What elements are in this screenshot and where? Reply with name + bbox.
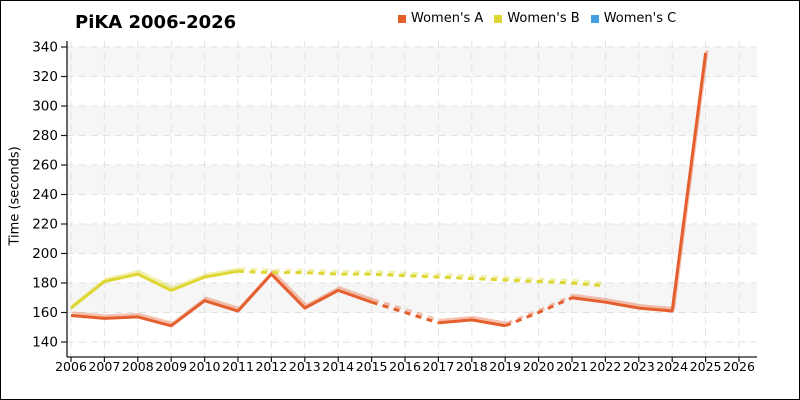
svg-text:2006: 2006 [55,359,87,374]
svg-text:2013: 2013 [289,359,321,374]
svg-text:260: 260 [32,158,58,174]
svg-text:2025: 2025 [690,359,722,374]
svg-text:180: 180 [32,276,58,292]
svg-text:240: 240 [32,187,58,203]
legend-item-womens-c: Women's C [590,11,677,26]
svg-text:2016: 2016 [389,359,421,374]
svg-text:140: 140 [32,335,58,351]
svg-text:2014: 2014 [322,359,354,374]
y-axis-title: Time (seconds) [7,146,23,246]
svg-text:300: 300 [32,99,58,115]
svg-text:320: 320 [32,69,58,85]
svg-text:220: 220 [32,217,58,233]
legend-label-womens-b: Women's B [507,11,580,26]
womens-c-marker-icon [590,14,599,23]
womens-a-marker-icon [398,14,406,23]
svg-text:2026: 2026 [723,359,755,374]
svg-text:2022: 2022 [589,359,621,374]
legend-item-womens-b: Women's B [494,11,580,26]
legend-label-womens-c: Women's C [603,11,677,26]
svg-text:2009: 2009 [155,359,187,374]
svg-text:2017: 2017 [422,359,454,374]
svg-text:2012: 2012 [255,359,287,374]
svg-text:2018: 2018 [456,359,488,374]
svg-text:2008: 2008 [122,359,154,374]
legend: Women's A Women's B Women's C [398,11,676,26]
svg-text:2011: 2011 [222,359,254,374]
svg-text:2024: 2024 [656,359,688,374]
svg-text:280: 280 [32,128,58,144]
svg-text:2010: 2010 [189,359,221,374]
svg-text:2023: 2023 [623,359,655,374]
legend-item-womens-a: Women's A [398,11,483,26]
svg-text:340: 340 [32,40,58,56]
svg-text:2021: 2021 [556,359,588,374]
svg-text:2015: 2015 [356,359,388,374]
svg-text:160: 160 [32,305,58,321]
svg-text:2020: 2020 [523,359,555,374]
svg-text:2007: 2007 [88,359,120,374]
svg-text:200: 200 [32,246,58,262]
chart-title: PiKA 2006-2026 [75,12,237,33]
svg-text:2019: 2019 [489,359,521,374]
legend-label-womens-a: Women's A [411,11,484,26]
womens-b-marker-icon [494,14,503,23]
